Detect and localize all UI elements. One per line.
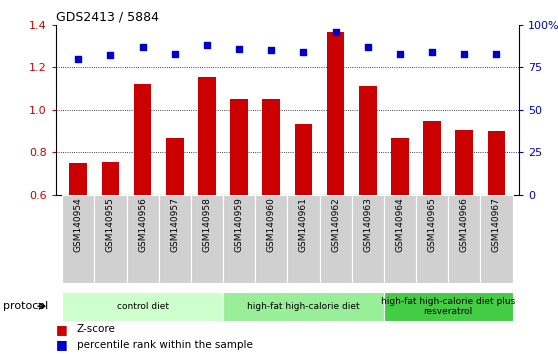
Bar: [287, 195, 320, 283]
Bar: [198, 77, 216, 195]
Point: [396, 51, 405, 57]
Bar: [69, 163, 87, 195]
Text: ■: ■: [56, 323, 68, 336]
Bar: [448, 195, 480, 283]
Bar: [384, 292, 512, 321]
Bar: [352, 195, 384, 283]
Text: GSM140957: GSM140957: [170, 198, 179, 252]
Text: high-fat high-calorie diet: high-fat high-calorie diet: [247, 302, 360, 311]
Bar: [424, 121, 441, 195]
Bar: [223, 292, 384, 321]
Text: GSM140963: GSM140963: [363, 198, 372, 252]
Bar: [262, 99, 280, 195]
Text: GSM140960: GSM140960: [267, 198, 276, 252]
Text: protocol: protocol: [3, 301, 48, 311]
Bar: [455, 130, 473, 195]
Bar: [166, 138, 184, 195]
Bar: [327, 32, 344, 195]
Text: GSM140961: GSM140961: [299, 198, 308, 252]
Bar: [94, 195, 127, 283]
Text: GSM140964: GSM140964: [396, 198, 405, 252]
Bar: [134, 84, 151, 195]
Point: [203, 42, 211, 48]
Text: GSM140965: GSM140965: [427, 198, 436, 252]
Bar: [158, 195, 191, 283]
Point: [170, 51, 179, 57]
Text: control diet: control diet: [117, 302, 169, 311]
Bar: [255, 195, 287, 283]
Bar: [230, 99, 248, 195]
Point: [138, 44, 147, 50]
Text: percentile rank within the sample: percentile rank within the sample: [76, 340, 253, 350]
Bar: [62, 292, 223, 321]
Bar: [359, 86, 377, 195]
Text: Z-score: Z-score: [76, 324, 116, 334]
Point: [74, 56, 83, 62]
Text: GSM140959: GSM140959: [234, 198, 244, 252]
Text: high-fat high-calorie diet plus
resveratrol: high-fat high-calorie diet plus resverat…: [381, 297, 515, 316]
Point: [235, 46, 244, 51]
Bar: [416, 195, 448, 283]
Bar: [384, 195, 416, 283]
Bar: [127, 195, 158, 283]
Point: [427, 49, 436, 55]
Text: GSM140956: GSM140956: [138, 198, 147, 252]
Text: GSM140954: GSM140954: [74, 198, 83, 252]
Text: GSM140962: GSM140962: [331, 198, 340, 252]
Text: GDS2413 / 5884: GDS2413 / 5884: [56, 11, 159, 24]
Text: GSM140967: GSM140967: [492, 198, 501, 252]
Point: [331, 29, 340, 34]
Bar: [391, 138, 409, 195]
Text: GSM140955: GSM140955: [106, 198, 115, 252]
Point: [106, 52, 115, 58]
Bar: [62, 195, 94, 283]
Text: GSM140958: GSM140958: [203, 198, 211, 252]
Bar: [480, 195, 512, 283]
Bar: [295, 124, 312, 195]
Point: [267, 47, 276, 53]
Bar: [102, 162, 119, 195]
Bar: [191, 195, 223, 283]
Bar: [488, 131, 506, 195]
Point: [363, 44, 372, 50]
Point: [492, 51, 501, 57]
Bar: [320, 195, 352, 283]
Point: [299, 49, 308, 55]
Point: [460, 51, 469, 57]
Bar: [223, 195, 255, 283]
Text: ■: ■: [56, 338, 68, 351]
Text: GSM140966: GSM140966: [460, 198, 469, 252]
